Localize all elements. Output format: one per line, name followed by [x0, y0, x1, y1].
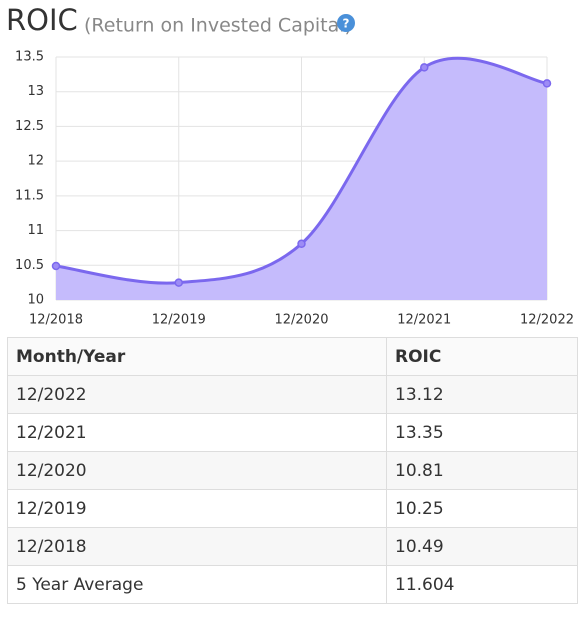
help-icon-text[interactable]: ? [343, 17, 350, 31]
table-cell: 12/2022 [7, 375, 387, 414]
table-row: 12/2019 10.25 [7, 489, 578, 528]
x-tick-label: 12/2022 [520, 313, 574, 328]
table-row: 5 Year Average 11.604 [7, 565, 578, 604]
table-cell: 13.12 [386, 375, 578, 414]
y-tick-label: 12 [27, 154, 44, 169]
table-cell: 11.604 [386, 565, 578, 604]
y-tick-label: 10 [27, 293, 44, 308]
point [297, 239, 306, 249]
y-tick-label: 13.5 [15, 50, 44, 65]
chart-subtitle: (Return on Invested Capital) [84, 15, 352, 37]
data-table: Month/Year ROIC 12/2022 13.12 12/2021 13.35 12… [7, 337, 578, 604]
point [420, 63, 429, 72]
table-cell: 10.49 [386, 527, 578, 566]
table-cell: 12/2021 [7, 413, 387, 452]
area [56, 58, 547, 301]
x-tick-label: 12/2020 [274, 313, 328, 328]
table-cell: 12/2018 [7, 527, 387, 566]
table-cell: 5 Year Average [7, 565, 387, 604]
header-cell: Month/Year [7, 337, 387, 376]
table-cell: 12/2020 [7, 451, 387, 490]
y-tick-label: 13 [27, 84, 44, 99]
help-icon[interactable] [337, 14, 355, 32]
y-tick-label: 11 [27, 223, 44, 238]
point [174, 278, 183, 287]
point [51, 261, 61, 271]
chart-title: ROIC [6, 3, 78, 37]
table-row: 12/2020 10.81 [7, 451, 578, 490]
chart: ROIC (Return on Invested Capital) ? 10 10… [6, 3, 574, 328]
table-cell: 10.81 [386, 451, 578, 490]
table-row: 12/2021 13.35 [7, 413, 578, 452]
table-row: 12/2018 10.49 [7, 527, 578, 566]
table-row: 12/2022 13.12 [7, 375, 578, 414]
y-tick-label: 10.5 [15, 258, 44, 273]
point [542, 79, 552, 88]
header-cell: ROIC [386, 337, 578, 376]
table-cell: 13.35 [386, 413, 578, 452]
table-cell: 12/2019 [7, 489, 387, 528]
table-cell: 10.25 [386, 489, 578, 528]
header-row: Month/Year ROIC [7, 337, 578, 376]
x-tick-label: 12/2019 [152, 313, 206, 328]
line [55, 56, 548, 285]
x-tick-label: 12/2018 [29, 313, 83, 328]
y-tick-label: 12.5 [15, 119, 44, 134]
y-tick-label: 11.5 [15, 188, 44, 203]
x-tick-label: 12/2021 [397, 313, 451, 328]
